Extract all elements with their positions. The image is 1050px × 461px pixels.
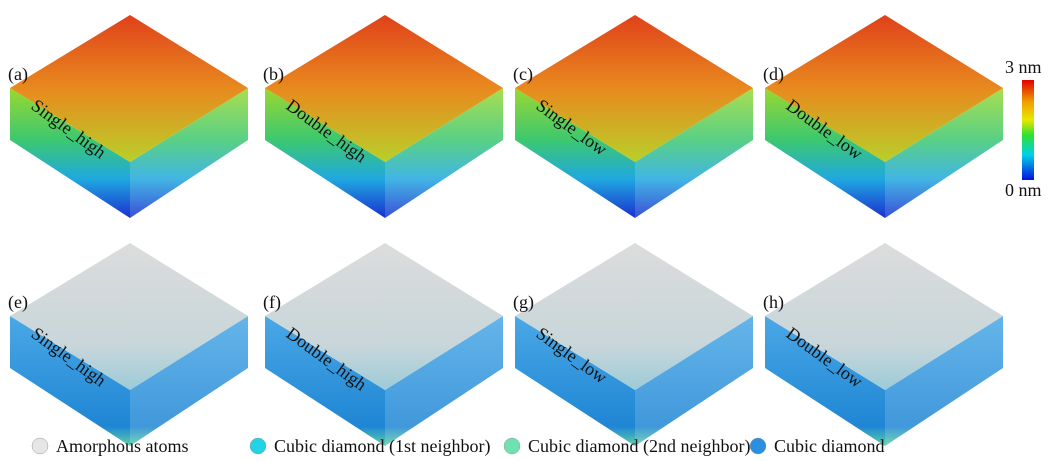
panel: (h)Double_low (763, 243, 1003, 446)
figure: 3 nm 0 nm (a)Single_high(b)Double_high(c… (0, 0, 1050, 461)
panel: (g)Single_low (513, 243, 753, 446)
panel-label: (g) (513, 292, 534, 313)
colorbar-max: 3 nm (1005, 57, 1042, 77)
legend-swatch (250, 438, 266, 454)
legend-swatch (32, 438, 48, 454)
panel: (d)Double_low (763, 15, 1003, 218)
panel-label: (h) (763, 292, 784, 313)
colorbar (1022, 80, 1034, 180)
panel-label: (e) (8, 292, 28, 313)
panel: (b)Double_high (263, 15, 503, 218)
legend-label: Cubic diamond (2nd neighbor) (528, 436, 750, 457)
panel: (a)Single_high (8, 15, 248, 218)
panel-label: (c) (513, 64, 533, 85)
legend-swatch (504, 438, 520, 454)
panel-label: (d) (763, 64, 784, 85)
panel: (c)Single_low (513, 15, 753, 218)
legend-label: Cubic diamond (1st neighbor) (274, 436, 490, 457)
panel: (e)Single_high (8, 243, 248, 446)
legend-swatch (750, 438, 766, 454)
panel-label: (b) (263, 64, 284, 85)
panel-label: (a) (8, 64, 28, 85)
legend-label: Amorphous atoms (56, 436, 189, 456)
panel-label: (f) (263, 292, 281, 313)
panel: (f)Double_high (263, 243, 503, 446)
legend-label: Cubic diamond (774, 436, 885, 456)
colorbar-min: 0 nm (1005, 180, 1042, 200)
